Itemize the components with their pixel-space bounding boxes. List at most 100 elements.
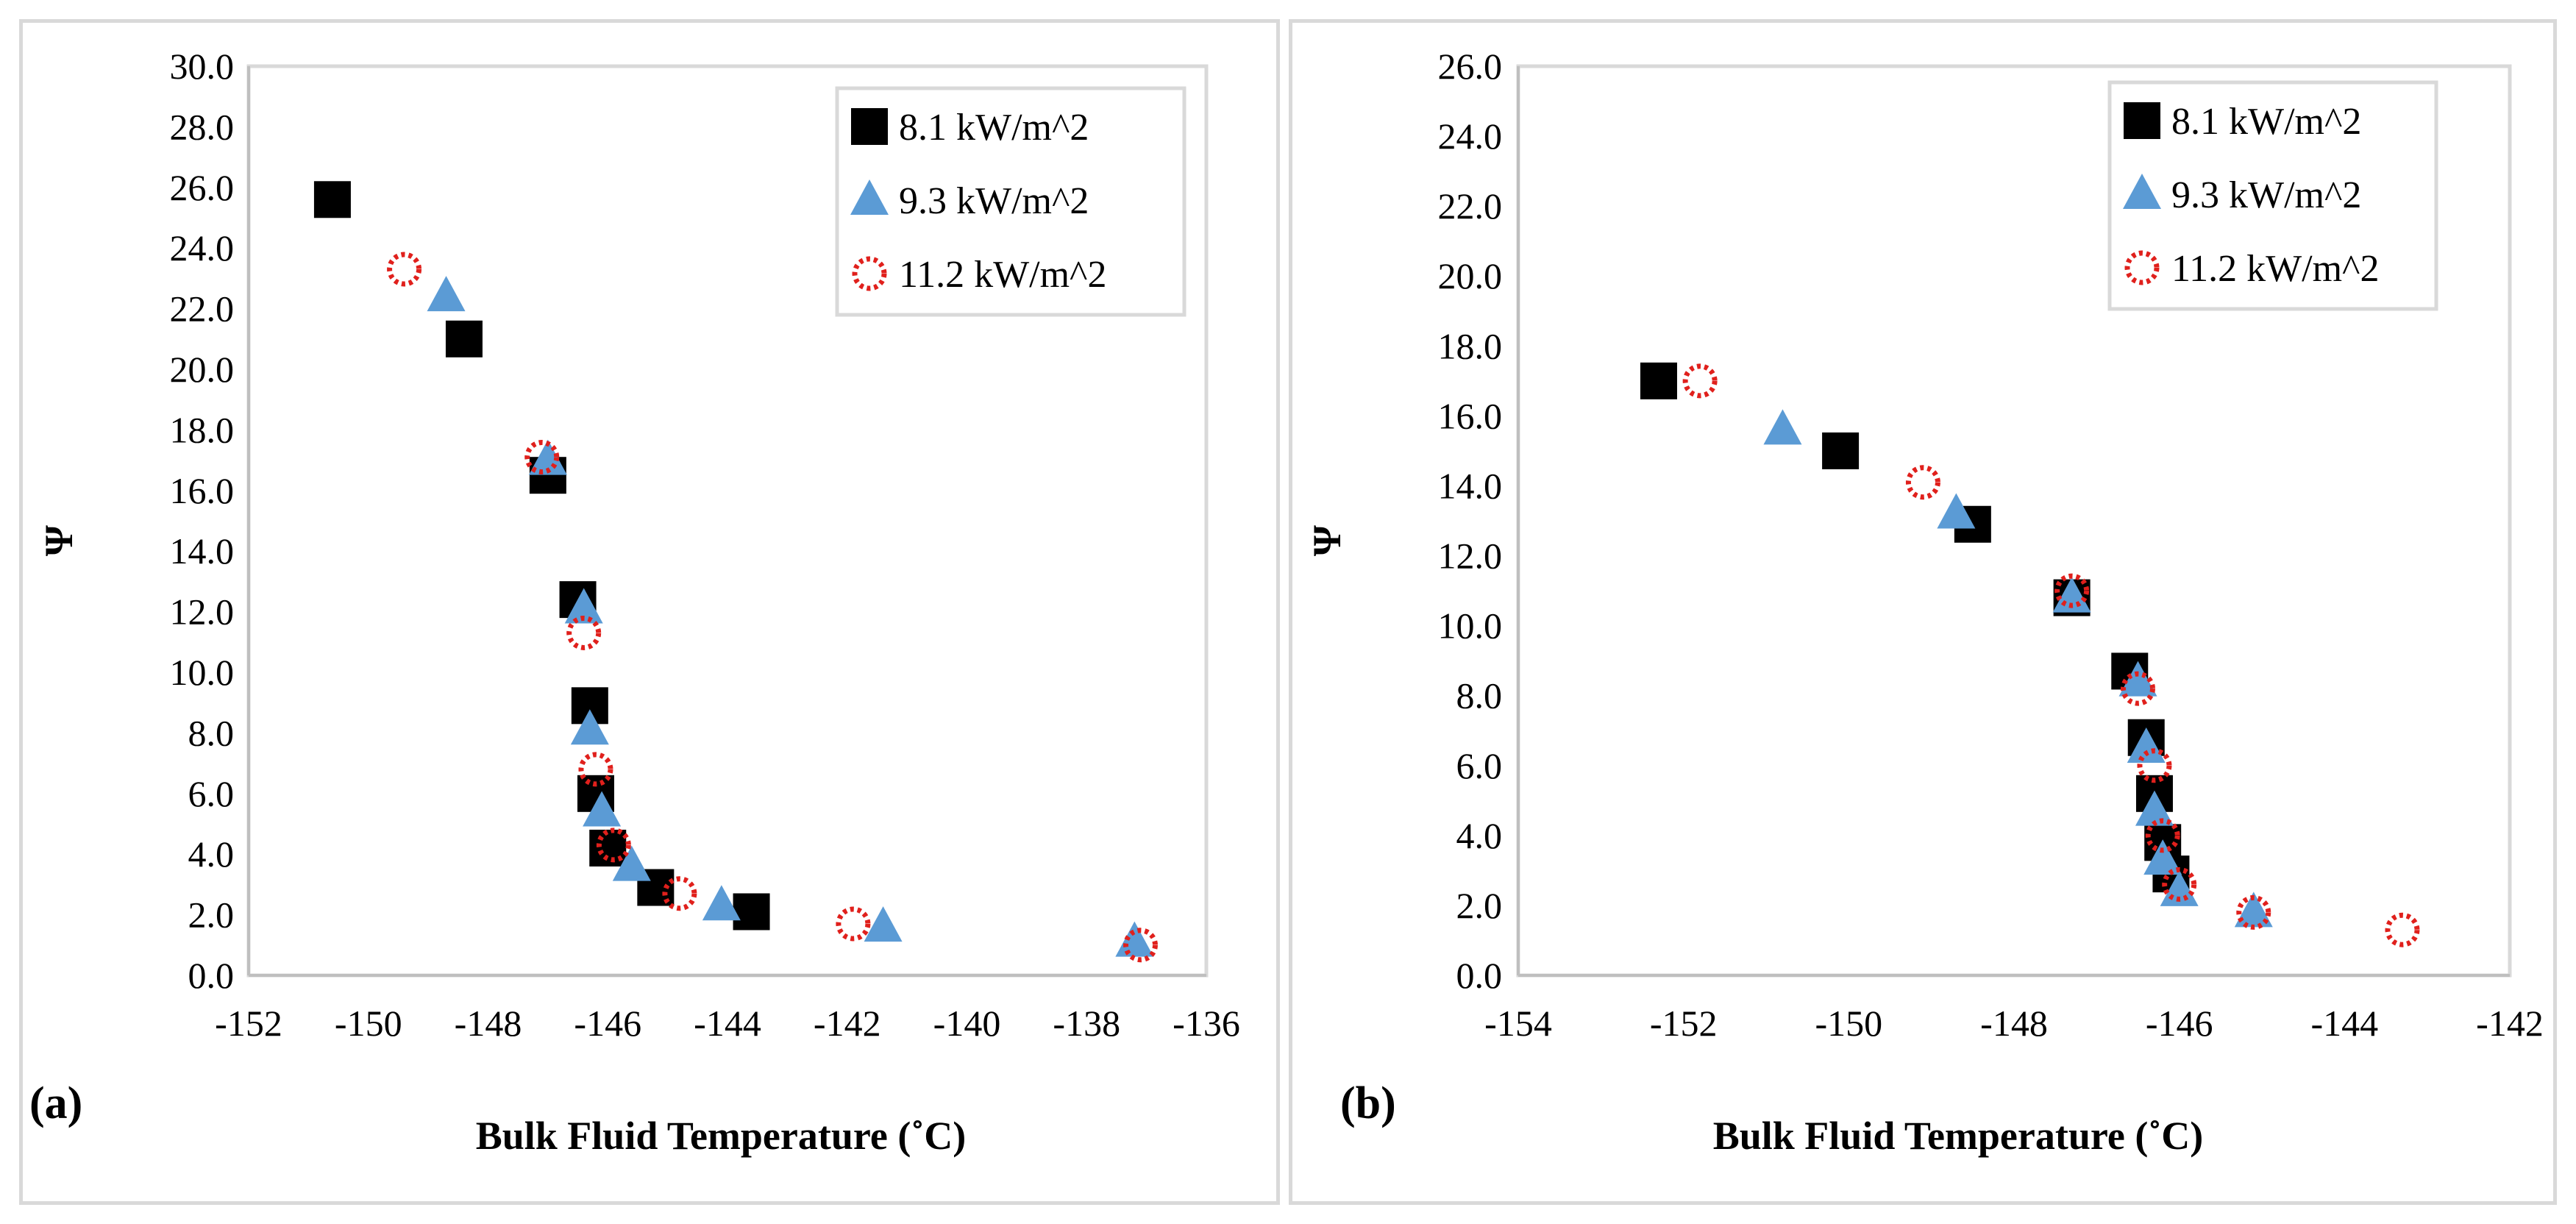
panel-b-y-tick-label: 22.0	[1438, 185, 1503, 227]
panel-a-legend-entry: 9.3 kW/m^2	[850, 179, 1089, 222]
panel-a-x-tick-label: -152	[215, 1003, 282, 1044]
panel-b-x-tick-label: -150	[1815, 1003, 1883, 1044]
panel-b-data-point	[1640, 362, 1677, 399]
panel-a-legend-marker	[851, 108, 888, 145]
panel-b-y-tick-label: 4.0	[1456, 815, 1503, 856]
panel-a-legend-label: 9.3 kW/m^2	[899, 180, 1089, 222]
panel-a-y-tick-label: 0.0	[188, 955, 235, 996]
panel-a-y-tick-label: 30.0	[170, 46, 235, 87]
panel-b-x-tick-label: -148	[1980, 1003, 2048, 1044]
panel-a-x-axis-title: Bulk Fluid Temperature (˚C)	[476, 1114, 967, 1158]
panel-a-legend: 8.1 kW/m^2 9.3 kW/m^2 11.2 kW/m^2	[835, 86, 1186, 317]
panel-b-legend-label: 8.1 kW/m^2	[2171, 101, 2361, 143]
panel-b-x-tick-label: -152	[1650, 1003, 1718, 1044]
panel-b-data-point	[2143, 839, 2182, 875]
panel-a-data-point	[564, 588, 603, 624]
panel-a-y-tick-label: 16.0	[170, 470, 235, 511]
panel-a-data-point	[733, 893, 770, 931]
panel-b-data-point	[1937, 493, 1976, 529]
panel-a-legend-entry: 11.2 kW/m^2	[852, 254, 1106, 296]
panel-b-y-tick-label: 10.0	[1438, 605, 1503, 647]
panel-a-x-tick-label: -138	[1053, 1003, 1120, 1044]
panel-b-y-tick-label: 6.0	[1456, 745, 1503, 786]
panel-a-data-point	[387, 252, 422, 287]
panel-b-data-point	[2385, 912, 2420, 947]
panel-b-legend-box	[2107, 80, 2438, 311]
panel-b-x-tick-label: -154	[1484, 1003, 1552, 1044]
panel-b-legend-entry: 9.3 kW/m^2	[2123, 174, 2361, 216]
panel-b-data-point	[2135, 790, 2174, 826]
panel-a-plot: 0.0 2.0 4.0 6.0 8.0 10.0 12.0 14.0 16.0 18.0 20.0 2…	[29, 46, 1240, 1158]
panel-a-data-point	[1115, 921, 1154, 957]
panel-b-y-tick-label: 20.0	[1438, 255, 1503, 296]
panel-a-data-point	[578, 752, 613, 787]
panel-a-data-point	[445, 320, 483, 357]
panel-a-data-point	[528, 439, 567, 475]
panel-a-y-axis-title: Ψ	[37, 525, 81, 556]
panel-a-data-point	[596, 828, 631, 863]
panel-b-data-point	[1682, 363, 1718, 399]
panel-b-x-tick-label: -146	[2146, 1003, 2213, 1044]
panel-a-data-point	[427, 276, 466, 312]
panel-b-y-tick-label: 2.0	[1456, 885, 1503, 926]
panel-b-y-tick-label: 8.0	[1456, 675, 1503, 716]
panel-b-y-tick-label: 24.0	[1438, 115, 1503, 157]
panel-b-data-point	[2054, 573, 2090, 608]
panel-a-data-point	[662, 876, 697, 911]
panel-a-data-point	[836, 906, 871, 942]
panel-b-series-1	[1640, 362, 2190, 893]
panel-b-y-tick-label: 0.0	[1456, 955, 1503, 996]
panel-b-data-point	[1822, 432, 1860, 469]
panel-a-legend-label: 8.1 kW/m^2	[899, 107, 1089, 149]
panel-b-data-point	[1905, 465, 1940, 500]
panel-a-data-point	[612, 845, 651, 881]
panel-a-data-point	[1122, 928, 1158, 963]
panel-b-legend-marker	[2124, 250, 2160, 285]
panel-b-legend-marker	[2124, 102, 2160, 139]
panel-a-x-tick-label: -148	[455, 1003, 522, 1044]
panel-a-legend-marker	[850, 179, 889, 215]
panel-b-legend-entry: 8.1 kW/m^2	[2124, 101, 2361, 143]
panel-b-x-axis-title: Bulk Fluid Temperature (˚C)	[1713, 1114, 2204, 1158]
panel-b-x-tick-label: -144	[2311, 1003, 2379, 1044]
panel-a-y-tick-label: 26.0	[170, 167, 235, 208]
panel-a-x-tick-label: -150	[335, 1003, 402, 1044]
panel-a-legend-label: 11.2 kW/m^2	[899, 254, 1106, 296]
panel-b-label: (b)	[1340, 1078, 1396, 1128]
panel-a-x-tick-label: -136	[1173, 1003, 1240, 1044]
panel-b-y-axis-title: Ψ	[1305, 525, 1349, 556]
panel-a-data-point	[583, 791, 622, 827]
panel-b-data-point	[2145, 818, 2180, 853]
panel-a-series-2	[427, 276, 1154, 957]
panel-a-y-tick-label: 20.0	[170, 349, 235, 390]
panel-a-data-point	[566, 615, 602, 650]
panel-a-y-tick-label: 12.0	[170, 591, 235, 633]
panel-b-data-point	[2234, 892, 2273, 928]
panel-b-y-tick-label: 18.0	[1438, 325, 1503, 366]
panel-a-y-tick-label: 22.0	[170, 288, 235, 330]
panel-b-legend-entry: 11.2 kW/m^2	[2124, 248, 2379, 290]
panel-a-x-tick-label: -142	[814, 1003, 881, 1044]
panel-a-data-point	[702, 885, 741, 921]
panel-b-series-3	[1682, 363, 2420, 947]
panel-a-y-tick-label: 28.0	[170, 106, 235, 147]
panel-b-y-tick-label: 12.0	[1438, 536, 1503, 577]
panel-b-x-tick-label: -142	[2476, 1003, 2544, 1044]
panel-a-y-tick-label: 18.0	[170, 409, 235, 450]
panel-a-y-tick-label: 4.0	[188, 833, 235, 875]
panel-b-data-point	[2127, 727, 2166, 763]
panel-a-legend-entry: 8.1 kW/m^2	[851, 107, 1089, 149]
panel-b-y-tick-label: 16.0	[1438, 395, 1503, 436]
panel-b-legend: 8.1 kW/m^2 9.3 kW/m^2 11.2 kW/m^2	[2107, 80, 2438, 311]
panel-a-x-tick-label: -140	[933, 1003, 1001, 1044]
panel-a-y-tick-label: 10.0	[170, 652, 235, 693]
panel-a-data-point	[570, 709, 609, 745]
panel-a-series-3	[387, 252, 1158, 963]
panel-b-data-point	[2236, 894, 2271, 930]
panel-a-y-tick-label: 8.0	[188, 712, 235, 753]
panel-a-data-point	[524, 439, 560, 474]
panel-a-x-tick-label: -144	[694, 1003, 761, 1044]
panel-a-label: (a)	[29, 1078, 82, 1128]
panel-b-plot: 0.0 2.0 4.0 6.0 8.0 10.0 12.0 14.0 16.0 18.0 20.0 2…	[1305, 46, 2544, 1158]
